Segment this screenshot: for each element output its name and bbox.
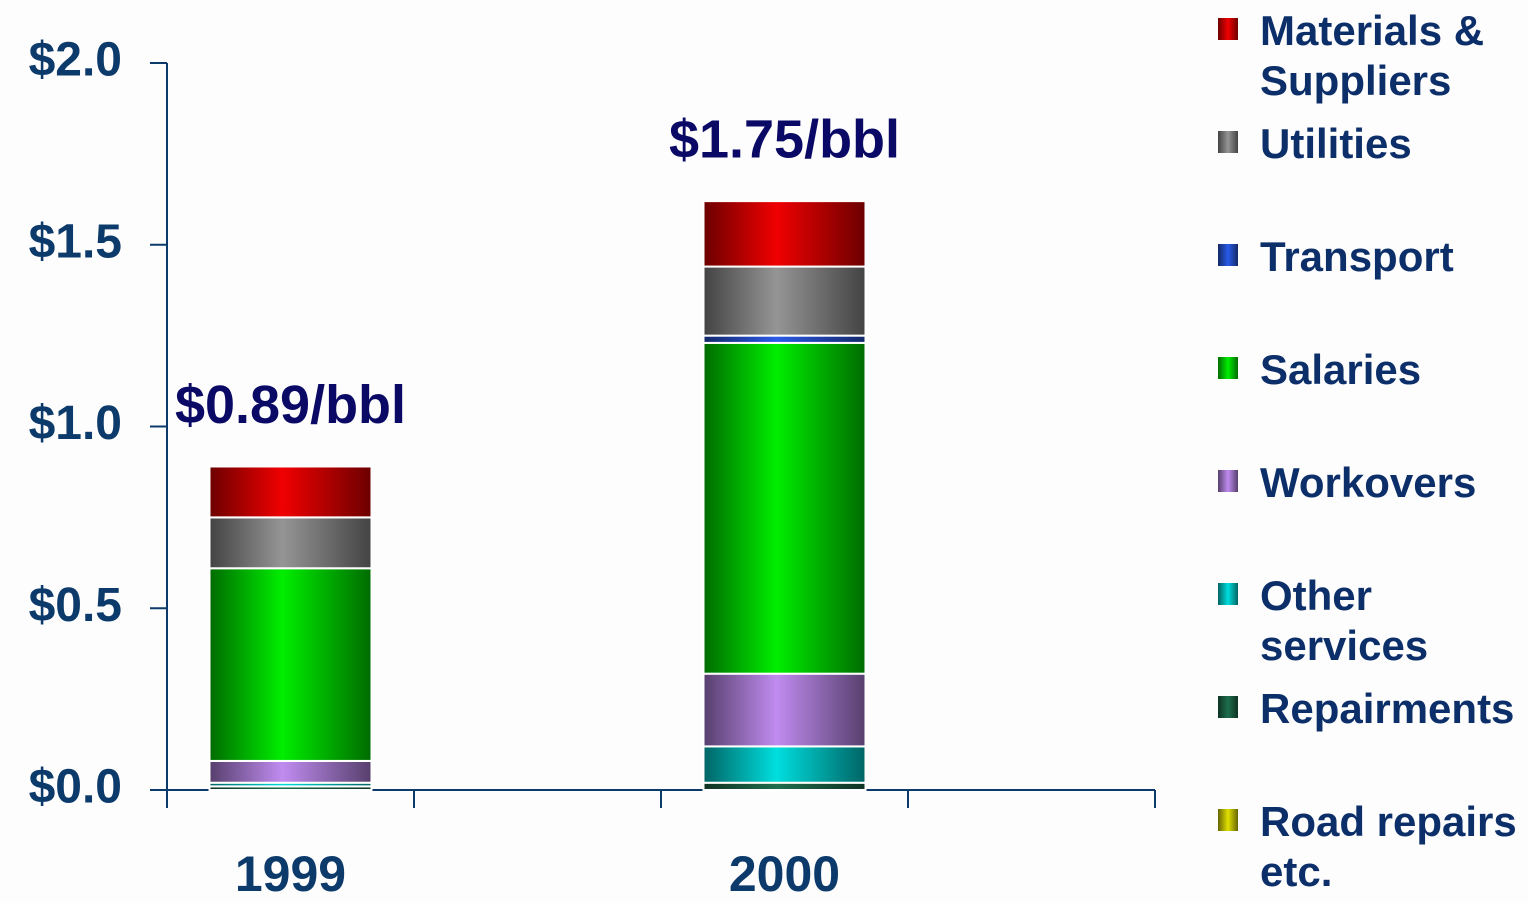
chart: $0.0 $0.5 $1.0 $1.5 $2.0 1999 $0.89/bbl 2000 $1.…: [29, 34, 1156, 902]
bar-segment: [702, 745, 867, 784]
legend-entry: Road repairs etc.: [1218, 797, 1528, 897]
legend-entry: Other services: [1218, 571, 1528, 671]
legend-entry: Repairments: [1218, 684, 1528, 734]
annotation: $0.89/bbl: [175, 375, 406, 435]
legend-label: Workovers: [1260, 459, 1477, 506]
bar-segment: [208, 465, 373, 519]
legend-swatch: [1218, 809, 1238, 831]
legend-swatch: [1218, 583, 1238, 605]
y-tick-label: $2.0: [29, 34, 122, 87]
x-tick-label: 2000: [729, 846, 840, 902]
legend-entry: Materials & Suppliers: [1218, 6, 1528, 106]
legend-label: Utilities: [1260, 120, 1412, 167]
bar-segment: [702, 265, 867, 337]
legend-swatch: [1218, 18, 1238, 40]
legend-entry: Utilities: [1218, 119, 1528, 169]
bar-segment: [208, 516, 373, 570]
y-tick-label: $1.5: [29, 215, 122, 268]
bar-segment: [702, 781, 867, 791]
legend-swatch: [1218, 470, 1238, 492]
legend-swatch: [1218, 244, 1238, 266]
legend-swatch: [1218, 357, 1238, 379]
legend: Materials & Suppliers Utilities Transport S…: [1218, 0, 1528, 903]
legend-entry: Workovers: [1218, 458, 1528, 508]
bar-segment: [208, 567, 373, 762]
annotation: $1.75/bbl: [669, 109, 900, 169]
y-tick-label: $0.5: [29, 579, 122, 632]
legend-label: Salaries: [1260, 346, 1422, 393]
bar-segment: [702, 672, 867, 748]
legend-entry: Salaries: [1218, 345, 1528, 395]
bar-segment: [702, 334, 867, 344]
legend-entry: Transport: [1218, 232, 1528, 282]
legend-swatch: [1218, 131, 1238, 153]
legend-label: Transport: [1260, 233, 1454, 280]
bar-segment: [702, 200, 867, 268]
legend-label: Road repairs etc.: [1260, 798, 1517, 895]
legend-swatch: [1218, 696, 1238, 718]
y-tick-label: $1.0: [29, 397, 122, 450]
legend-label: Materials & Suppliers: [1260, 7, 1485, 104]
y-tick-label: $0.0: [29, 761, 122, 814]
bar-segment: [208, 759, 373, 784]
bar-segment: [702, 341, 867, 675]
legend-label: Repairments: [1260, 685, 1515, 732]
x-tick-label: 1999: [235, 846, 346, 902]
legend-label: Other services: [1260, 572, 1429, 669]
